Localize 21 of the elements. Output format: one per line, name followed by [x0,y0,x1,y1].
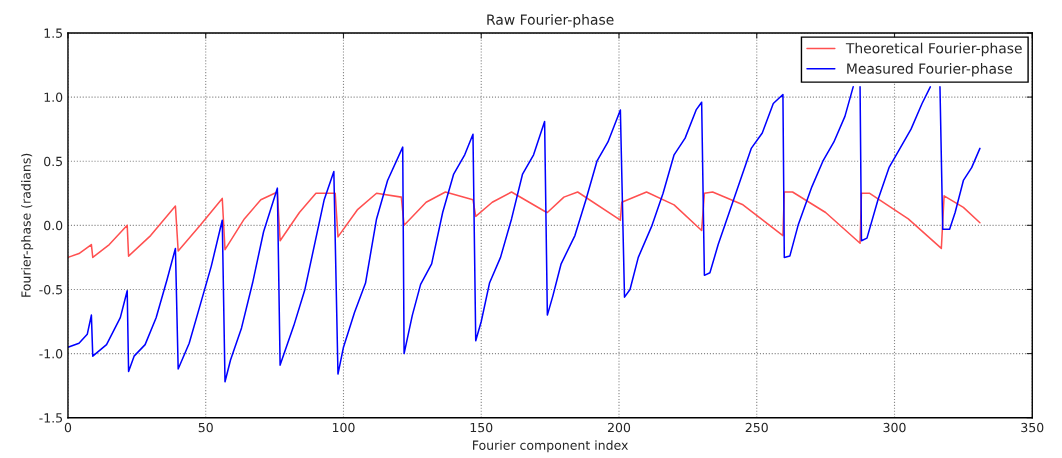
line-series [67,191,981,259]
y-tick-label: -0.5 [39,284,63,295]
y-tick-label: -1.0 [39,349,63,359]
y-tick-label: 1.5 [44,28,63,38]
x-tick-label: 300 [883,422,906,433]
legend-label: Theoretical Fourier-phase [845,42,1022,57]
x-tick-label: 200 [607,422,631,433]
x-axis-title: Fourier component index [473,440,629,453]
x-tick-label: 50 [198,422,213,433]
x-tick-label: 150 [470,422,493,433]
x-tick-label: 100 [332,422,355,433]
x-tick-label: 0 [64,422,72,433]
y-tick-label: 0.0 [44,220,63,231]
x-tick-label: 250 [745,422,768,433]
y-axis-title: Fourier-phase (radians) [21,153,34,297]
y-tick-label: 1.0 [44,92,63,103]
legend-label: Measured Fourier-phase [847,63,1013,77]
y-tick-label: 0.5 [44,156,63,167]
y-tick-label: -1.5 [39,413,63,423]
chart-title: Raw Fourier-phase [487,14,614,28]
x-tick-label: 350 [1021,422,1044,433]
